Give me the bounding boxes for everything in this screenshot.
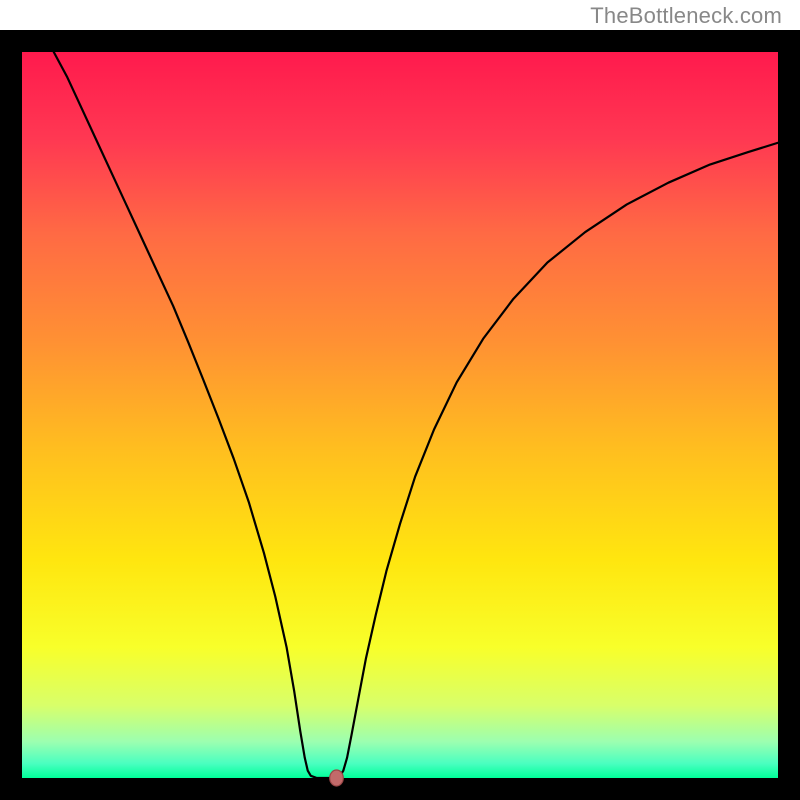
- chart-canvas: TheBottleneck.com: [0, 0, 800, 800]
- optimal-point-marker: [330, 770, 344, 786]
- bottleneck-curve-chart: [0, 0, 800, 800]
- watermark-text: TheBottleneck.com: [590, 3, 782, 29]
- plot-background: [22, 52, 778, 778]
